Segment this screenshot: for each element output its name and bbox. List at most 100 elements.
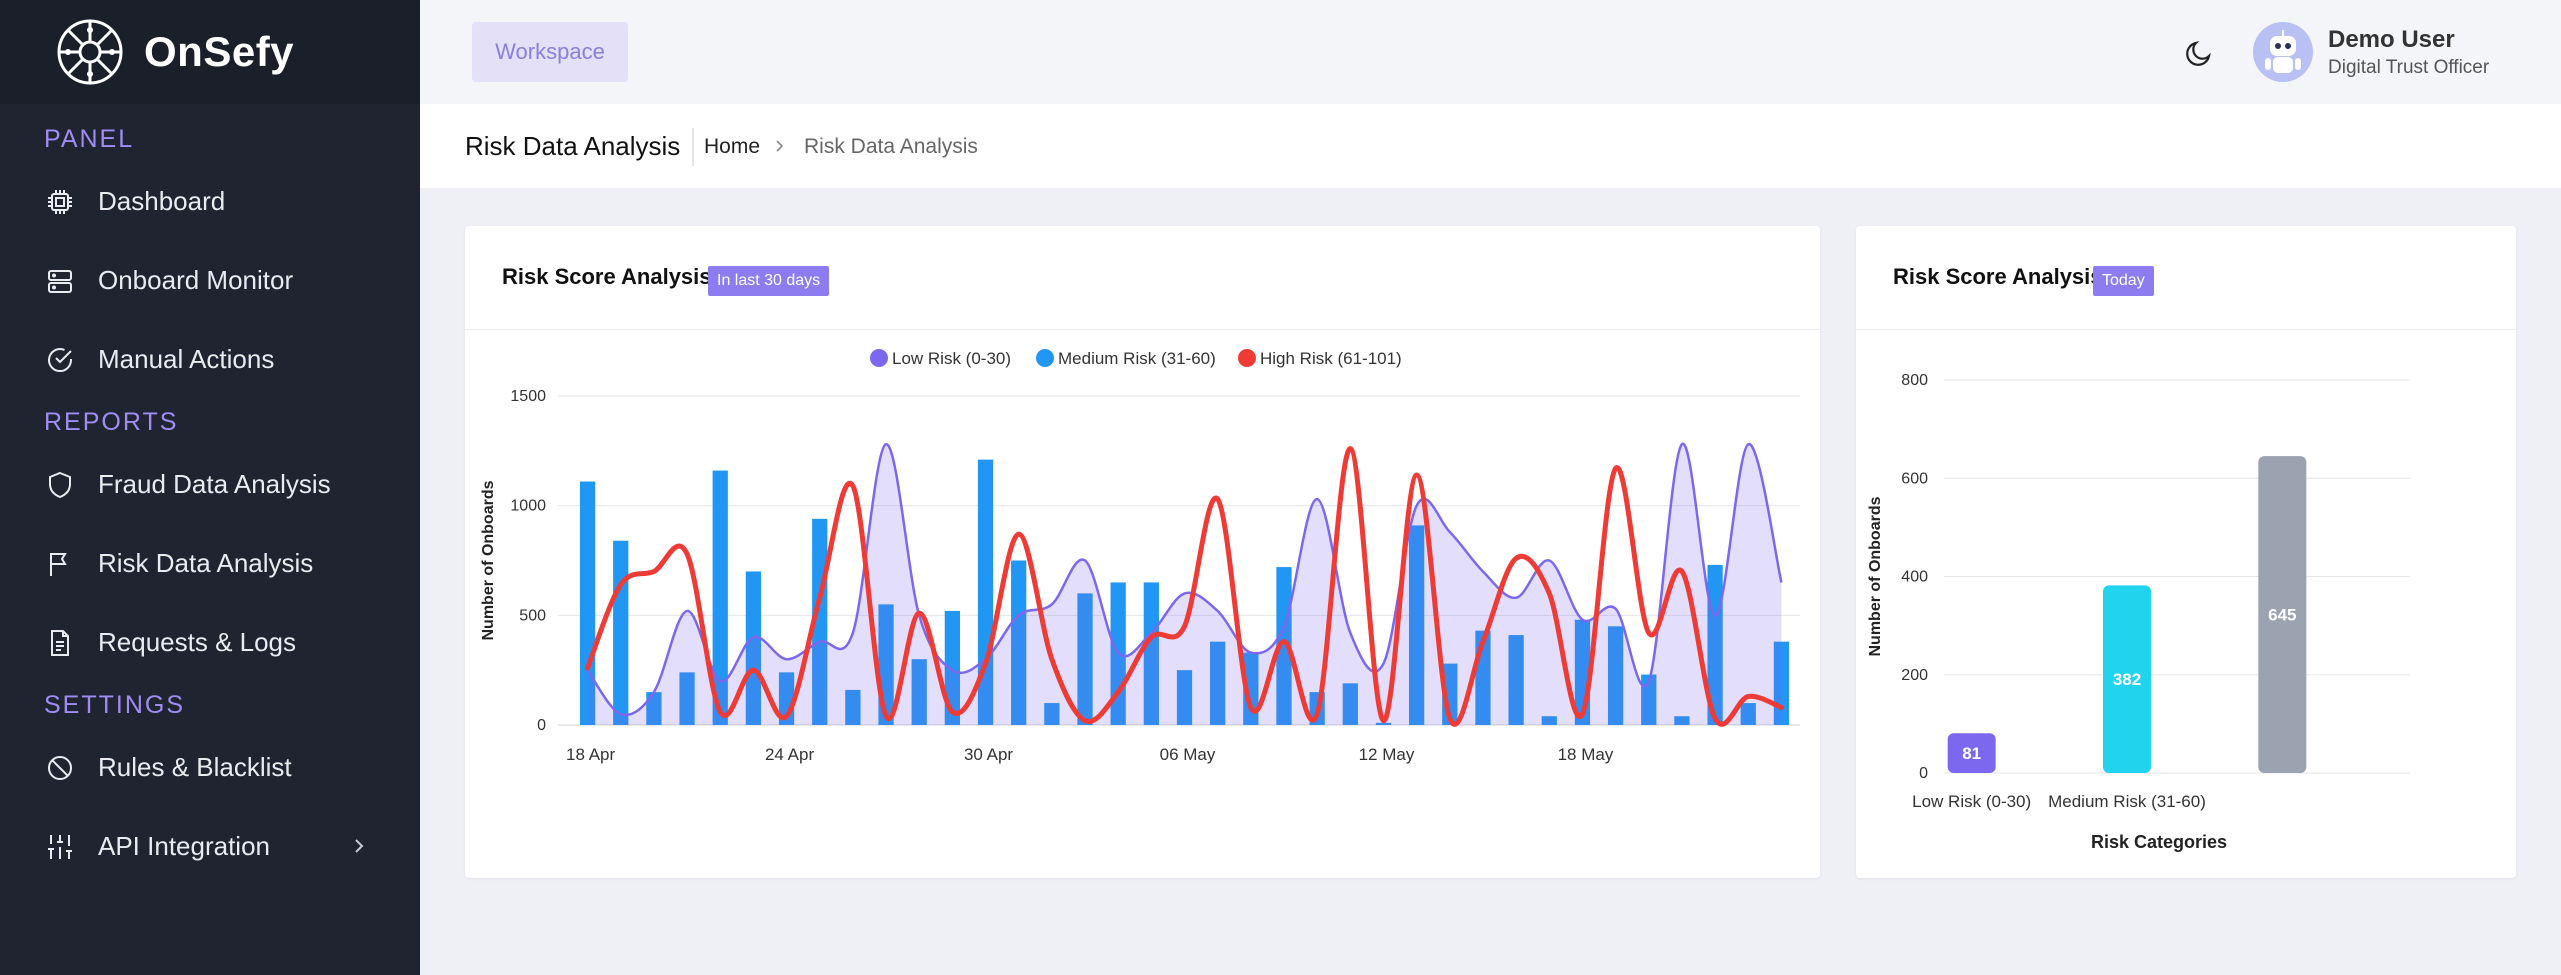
- sidebar-item-fraud-data-analysis[interactable]: Fraud Data Analysis: [0, 445, 420, 524]
- x-axis-label: Risk Categories: [2091, 832, 2227, 852]
- sidebar-item-rules-blacklist[interactable]: Rules & Blacklist: [0, 728, 420, 807]
- bar-medium-risk: [646, 692, 662, 725]
- x-tick-label: 24 Apr: [765, 745, 814, 764]
- chevron-right-icon: [776, 140, 784, 152]
- legend-label: Medium Risk (31-60): [1058, 349, 1216, 368]
- bar-medium-risk: [712, 470, 728, 725]
- sidebar-item-dashboard[interactable]: Dashboard: [0, 162, 420, 241]
- y-tick-label: 0: [537, 717, 546, 734]
- bar-medium-risk: [1342, 683, 1358, 725]
- block-icon: [48, 755, 72, 780]
- bar-medium-risk: [1176, 670, 1193, 725]
- workspace-button[interactable]: Workspace: [472, 22, 628, 82]
- breadcrumb-divider: [692, 128, 694, 166]
- x-tick-label: 18 Apr: [566, 745, 615, 764]
- server-icon: [48, 269, 72, 293]
- cpu-icon: [48, 189, 72, 214]
- user-name[interactable]: Demo User: [2328, 26, 2455, 53]
- shield-icon: [49, 471, 71, 498]
- bar-medium-risk: [1011, 560, 1027, 725]
- sidebar-item-label: Fraud Data Analysis: [98, 469, 331, 499]
- robot-avatar-icon: [2253, 22, 2313, 82]
- area-low-risk: [587, 443, 1782, 725]
- bar-medium-risk: [911, 659, 927, 725]
- y-tick-label: 200: [1901, 667, 1928, 684]
- breadcrumb-current: Risk Data Analysis: [804, 135, 978, 158]
- line-low-risk: [586, 442, 1783, 717]
- sidebar-item-label: Risk Data Analysis: [98, 548, 314, 578]
- risk-score-card-today: Risk Score Analysis Today 0 200 400 600 800 N…: [1856, 226, 2516, 878]
- x-tick-label: 18 May: [1558, 745, 1614, 764]
- file-text-icon: [51, 629, 69, 656]
- moon-icon[interactable]: [2182, 36, 2216, 70]
- bar-medium-risk: [1276, 567, 1292, 725]
- sidebar-item-manual-actions[interactable]: Manual Actions: [0, 320, 420, 399]
- breadcrumb: Risk Data Analysis Home Risk Data Analys…: [420, 104, 2561, 188]
- data-label: 382: [2113, 670, 2141, 689]
- sidebar-item-label: Manual Actions: [98, 344, 275, 374]
- risk-score-card-30-days: Risk Score Analysis In last 30 days 0 500…: [465, 226, 1820, 878]
- sidebar-item-label: Rules & Blacklist: [98, 752, 292, 782]
- sidebar-item-requests-logs[interactable]: Requests & Logs: [0, 603, 420, 682]
- bar-today: [1947, 733, 1996, 773]
- legend-label: High Risk (61-101): [1260, 349, 1402, 368]
- legend-marker: [870, 349, 888, 367]
- sliders-icon: [48, 834, 72, 859]
- card-header: Risk Score Analysis In last 30 days: [465, 226, 1820, 330]
- risk-score-chart-30-days[interactable]: 0 500 1000 1500 Number of Onboards 18 Apr 24 A…: [465, 330, 1820, 878]
- risk-score-chart-today[interactable]: 0 200 400 600 800 Number of Onboards Risk Cate…: [1856, 330, 2516, 878]
- y-tick-label: 1500: [510, 388, 546, 405]
- card-header: Risk Score Analysis Today: [1856, 226, 2516, 330]
- bar-medium-risk: [679, 672, 695, 725]
- avatar[interactable]: [2253, 22, 2313, 82]
- y-tick-label: 800: [1901, 372, 1928, 389]
- brand-name: OnSefy: [144, 28, 295, 75]
- bar-medium-risk: [1143, 582, 1159, 725]
- data-label: 81: [1962, 744, 1981, 763]
- legend-marker: [1036, 349, 1054, 367]
- legend-marker: [1238, 349, 1256, 367]
- y-tick-label: 500: [519, 607, 546, 624]
- bar-medium-risk: [1044, 703, 1060, 725]
- bar-medium-risk: [1508, 635, 1524, 725]
- bar-medium-risk: [845, 689, 861, 725]
- period-badge: In last 30 days: [708, 266, 830, 296]
- legend-label: Low Risk (0-30): [892, 349, 1011, 368]
- chevron-right-icon: [355, 839, 364, 853]
- check-circle-icon: [48, 347, 73, 372]
- sidebar-item-api-integration[interactable]: API Integration: [0, 807, 420, 886]
- sidebar-item-onboard-monitor[interactable]: Onboard Monitor: [0, 241, 420, 320]
- bar-today: [2258, 456, 2307, 773]
- bar-medium-risk: [613, 540, 629, 725]
- bar-medium-risk: [1375, 722, 1392, 725]
- bar-medium-risk: [1740, 703, 1756, 725]
- bar-today: [2103, 585, 2151, 773]
- bar-medium-risk: [944, 610, 960, 725]
- bar-medium-risk: [1674, 716, 1690, 725]
- bar-medium-risk: [1210, 641, 1226, 725]
- section-title-settings: SETTINGS: [44, 690, 186, 719]
- sidebar-item-label: Dashboard: [98, 186, 226, 216]
- logo-icon: [57, 19, 123, 85]
- user-role: Digital Trust Officer: [2328, 57, 2490, 78]
- y-axis-label: Number of Onboards: [480, 480, 497, 640]
- bar-medium-risk: [745, 571, 762, 725]
- y-tick-label: 600: [1901, 470, 1928, 487]
- brand[interactable]: OnSefy: [0, 0, 420, 104]
- sidebar-item-risk-data-analysis[interactable]: Risk Data Analysis: [0, 524, 420, 603]
- x-tick-label: 06 May: [1160, 745, 1216, 764]
- section-title-panel: PANEL: [44, 124, 135, 153]
- bar-medium-risk: [1607, 626, 1624, 725]
- card-title: Risk Score Analysis: [1893, 264, 2103, 289]
- y-tick-label: 1000: [510, 498, 546, 515]
- y-tick-label: 0: [1919, 765, 1928, 782]
- x-tick-label: Medium Risk (31-60): [2048, 792, 2206, 811]
- flag-icon: [50, 552, 67, 576]
- section-title-reports: REPORTS: [44, 407, 179, 436]
- bar-medium-risk: [1077, 593, 1093, 725]
- x-tick-label: Low Risk (0-30): [1912, 792, 2031, 811]
- breadcrumb-home-link[interactable]: Home: [704, 135, 761, 158]
- y-axis-label: Number of Onboards: [1867, 496, 1884, 656]
- sidebar-item-label: API Integration: [98, 831, 270, 861]
- bar-medium-risk: [1243, 652, 1259, 725]
